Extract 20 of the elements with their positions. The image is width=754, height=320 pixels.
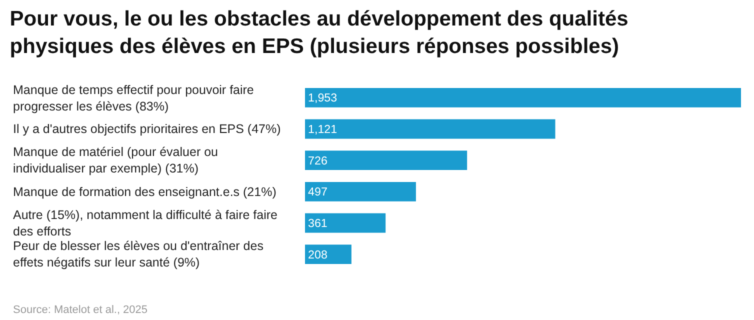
bar xyxy=(305,244,352,264)
y-tick-label: Il y a d'autres objectifs prioritaires en EPS (47%) xyxy=(13,122,281,136)
data-label: 208 xyxy=(308,248,328,262)
bar xyxy=(305,182,416,202)
data-label: 1,121 xyxy=(308,123,338,136)
y-tick-label: Peur de blesser les élèves ou d'entraîner des effets négatifs sur leur santé (9%) xyxy=(13,239,264,270)
bar xyxy=(305,213,386,233)
data-label: 726 xyxy=(308,154,328,168)
data-label: 497 xyxy=(308,186,328,199)
data-label: 361 xyxy=(308,217,328,230)
y-tick-label: Manque de temps effectif pour pouvoir faire progresser les élèves (83%) xyxy=(13,83,254,114)
y-tick-label: Manque de formation des enseignant.e.s (21%) xyxy=(13,185,276,199)
y-tick-label: Manque de matériel (pour évaluer ou individualiser par exemple) (31%) xyxy=(13,145,218,176)
y-tick-label: Autre (15%), notamment la difficulté à faire faire des efforts xyxy=(13,208,278,238)
data-label: 1,953 xyxy=(308,92,338,105)
bar xyxy=(305,88,741,108)
chart-title: Pour vous, le ou les obstacles au développement des qualités physiques des élèves en EPS (plusieurs réponses possibles) xyxy=(10,8,628,58)
bar xyxy=(305,150,468,170)
source-note: Source: Matelot et al., 2025 xyxy=(13,304,148,316)
bar xyxy=(305,119,556,139)
